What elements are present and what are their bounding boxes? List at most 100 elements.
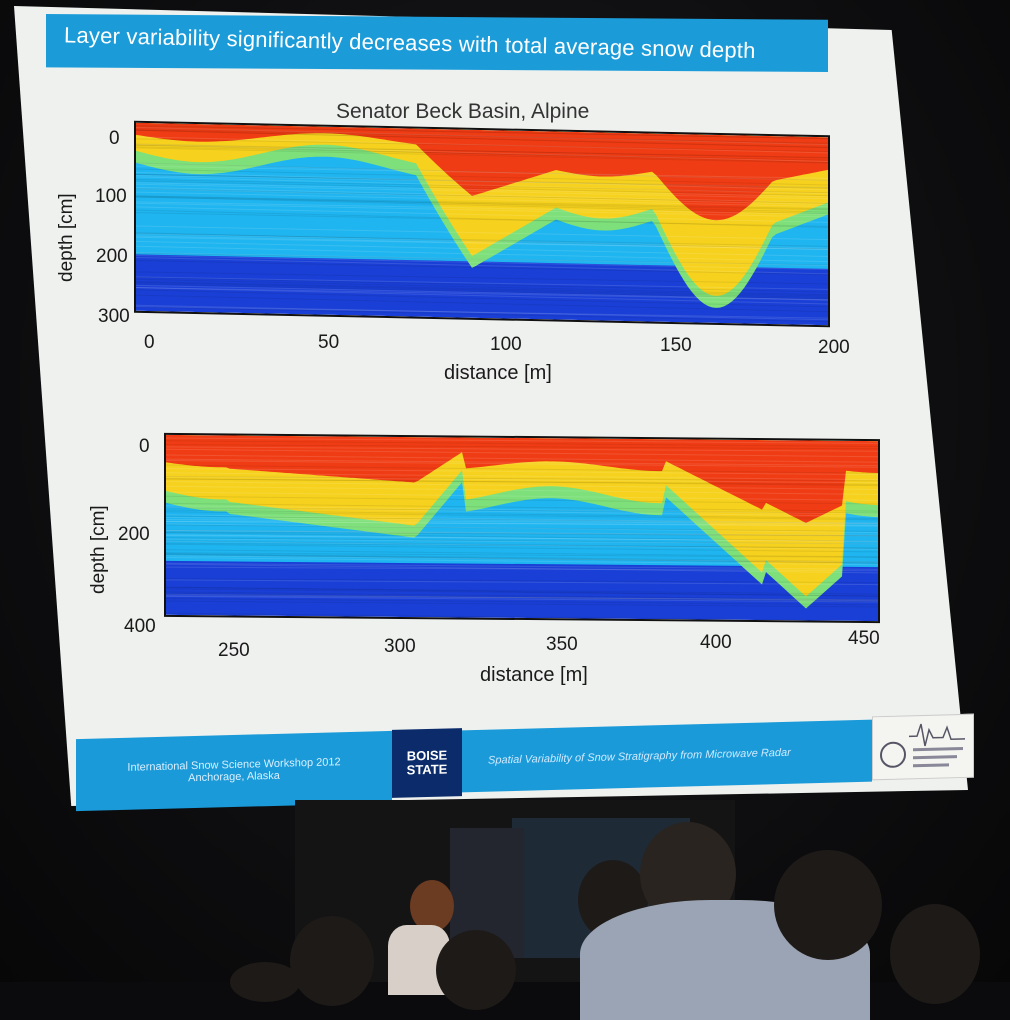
- radargram-texture-line: [135, 306, 829, 319]
- radargram-texture-line: [165, 464, 879, 474]
- radargram-texture-line: [165, 553, 879, 564]
- radargram-texture-line: [165, 454, 879, 463]
- radargram-texture-line: [165, 600, 879, 608]
- radargram-texture-line: [165, 511, 879, 521]
- radargram-texture-line: [165, 537, 879, 545]
- radargram-texture-line: [165, 448, 879, 458]
- radargram-texture-line: [165, 524, 879, 532]
- audience-head-1: [290, 916, 374, 1006]
- audience-head-2: [436, 930, 516, 1010]
- radargram-texture-line: [135, 276, 829, 290]
- radargram-texture-line: [135, 271, 829, 285]
- top-y-axis-label: depth [cm]: [56, 193, 77, 282]
- radargram-texture-line: [135, 180, 829, 197]
- radargram-texture-line: [165, 485, 879, 495]
- top-x-axis-label: distance [m]: [444, 362, 552, 384]
- top-x-tick-200: 200: [818, 337, 850, 358]
- radargram-texture-line: [165, 476, 879, 482]
- headline-bar: Layer variability significantly decrease…: [46, 14, 828, 72]
- radargram-bottom: [164, 432, 880, 624]
- audience-head-7: [230, 962, 300, 1002]
- radargram-texture-line: [135, 127, 829, 145]
- radargram-texture-line: [165, 459, 879, 468]
- bottom-y-axis-label: depth [cm]: [88, 505, 109, 594]
- radargram-texture-line: [135, 235, 829, 251]
- top-y-tick-100: 100: [95, 186, 127, 207]
- radargram-texture-line: [135, 162, 829, 181]
- radargram-texture-line: [165, 507, 879, 514]
- radargram-texture-line: [165, 542, 879, 549]
- radargram-texture-line: [165, 592, 879, 603]
- radargram-texture-line: [165, 586, 879, 595]
- radargram-texture-line: [165, 523, 879, 534]
- radargram-texture-line: [135, 255, 829, 270]
- bottom-y-tick-0: 0: [139, 436, 150, 457]
- radargram-texture-line: [135, 284, 829, 301]
- radargram-texture-line: [165, 495, 879, 505]
- radargram-texture-line: [165, 540, 879, 550]
- radargram-texture-line: [165, 481, 879, 490]
- radargram-texture-line: [135, 281, 829, 299]
- radargram-texture-line: [135, 172, 829, 191]
- radargram-texture-line: [135, 289, 829, 308]
- radargram-texture-line: [165, 579, 879, 586]
- radargram-texture-line: [135, 232, 829, 250]
- bottom-x-tick-450: 450: [848, 628, 880, 649]
- radargram-texture-line: [135, 186, 829, 204]
- radargram-texture-line: [135, 144, 829, 163]
- radargram-hot-layer: [136, 122, 828, 221]
- radargram-texture-line: [165, 444, 879, 450]
- radargram-texture-line: [165, 440, 879, 448]
- society-emblem: [872, 713, 974, 781]
- radargram-texture-line: [165, 554, 879, 564]
- bottom-x-tick-400: 400: [700, 632, 732, 653]
- radargram-texture-line: [135, 147, 829, 164]
- radargram-texture-line: [135, 256, 829, 275]
- radargram-texture-line: [165, 509, 879, 520]
- radargram-texture-line: [165, 586, 879, 597]
- radargram-texture-line: [135, 225, 829, 241]
- radargram-texture-line: [135, 122, 829, 137]
- radargram-texture-line: [165, 491, 879, 501]
- radargram-texture-line: [165, 529, 879, 536]
- boise-state-logo: BOISE STATE: [392, 728, 462, 798]
- top-x-tick-150: 150: [660, 335, 692, 356]
- radargram-texture-line: [135, 287, 829, 305]
- bottom-y-tick-200: 200: [118, 524, 150, 545]
- radargram-texture-line: [165, 529, 879, 537]
- radargram-texture-line: [135, 173, 829, 189]
- radargram-texture-line: [135, 173, 829, 189]
- radargram-texture-line: [135, 196, 829, 211]
- radargram-texture-line: [165, 514, 879, 525]
- radargram-texture-line: [165, 476, 879, 484]
- top-y-tick-0: 0: [109, 128, 120, 149]
- radargram-texture-line: [135, 212, 829, 227]
- speaker-head: [410, 880, 454, 932]
- radargram-texture-line: [165, 517, 879, 524]
- radargram-texture-line: [135, 125, 829, 140]
- radargram-texture-line: [135, 183, 829, 200]
- radargram-texture-line: [135, 143, 829, 159]
- audience-head-5: [774, 850, 882, 960]
- radargram-texture-line: [135, 168, 829, 186]
- radargram-texture-line: [135, 245, 829, 263]
- radargram-texture-line: [165, 478, 879, 485]
- radargram-texture-line: [135, 202, 829, 218]
- bottom-x-tick-300: 300: [384, 636, 416, 657]
- radargram-texture-line: [135, 276, 829, 293]
- radargram-texture-line: [135, 182, 829, 198]
- radargram-texture-line: [135, 252, 829, 266]
- radargram-texture-line: [135, 144, 829, 158]
- radargram-texture-line: [135, 129, 829, 144]
- radargram-texture-line: [135, 162, 829, 181]
- slide-footer: International Snow Science Workshop 2012…: [76, 705, 976, 812]
- radargram-texture-line: [135, 188, 829, 204]
- top-y-tick-300: 300: [98, 306, 130, 327]
- top-x-tick-100: 100: [490, 334, 522, 355]
- radargram-texture-line: [135, 143, 829, 162]
- radargram-texture-line: [165, 478, 879, 487]
- radargram-texture-line: [135, 191, 829, 208]
- radargram-texture-line: [165, 563, 879, 574]
- radargram-texture-line: [165, 557, 879, 566]
- radargram-texture-line: [165, 595, 879, 603]
